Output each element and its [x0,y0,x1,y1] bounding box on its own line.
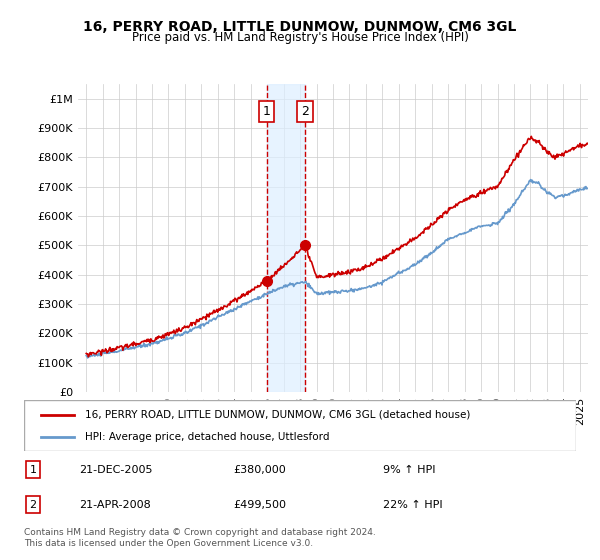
Text: 21-APR-2008: 21-APR-2008 [79,500,151,510]
Text: Price paid vs. HM Land Registry's House Price Index (HPI): Price paid vs. HM Land Registry's House … [131,31,469,44]
Text: 1: 1 [263,105,271,118]
Text: 22% ↑ HPI: 22% ↑ HPI [383,500,442,510]
Text: HPI: Average price, detached house, Uttlesford: HPI: Average price, detached house, Uttl… [85,432,329,442]
Text: Contains HM Land Registry data © Crown copyright and database right 2024.
This d: Contains HM Land Registry data © Crown c… [24,528,376,548]
Text: 16, PERRY ROAD, LITTLE DUNMOW, DUNMOW, CM6 3GL (detached house): 16, PERRY ROAD, LITTLE DUNMOW, DUNMOW, C… [85,409,470,419]
Text: 2: 2 [301,105,309,118]
Text: 16, PERRY ROAD, LITTLE DUNMOW, DUNMOW, CM6 3GL: 16, PERRY ROAD, LITTLE DUNMOW, DUNMOW, C… [83,20,517,34]
Text: £499,500: £499,500 [234,500,287,510]
Bar [266,84,305,392]
Text: 21-DEC-2005: 21-DEC-2005 [79,465,152,475]
FancyBboxPatch shape [24,400,576,451]
Text: 9% ↑ HPI: 9% ↑ HPI [383,465,436,475]
Text: £380,000: £380,000 [234,465,287,475]
Text: 2: 2 [29,500,37,510]
Text: 1: 1 [29,465,37,475]
